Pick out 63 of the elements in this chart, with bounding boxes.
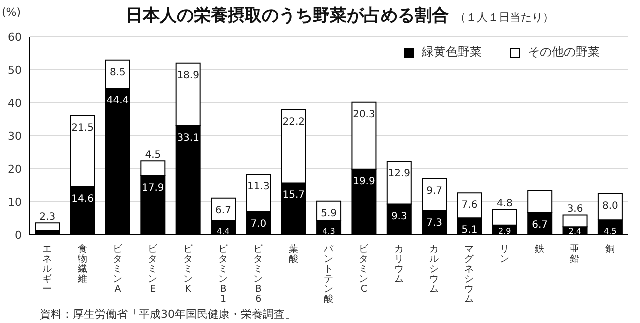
y-tick-label: 10 <box>8 196 22 209</box>
data-label: 7.6 <box>462 200 478 212</box>
x-tick-label: リン <box>500 244 510 265</box>
chart-subtitle: （１人１日当たり） <box>455 11 554 24</box>
x-tick-label: 葉酸 <box>288 243 299 265</box>
x-tick-label: ビタミンE <box>148 244 160 295</box>
data-label: 6.7 <box>216 205 232 216</box>
data-label: 8.5 <box>110 67 126 78</box>
data-label: 12.9 <box>388 168 411 180</box>
x-tick-label: ビタミンB1 <box>218 244 230 305</box>
data-label: 2.4 <box>568 227 582 236</box>
data-label: 22.2 <box>282 116 305 128</box>
data-label: 5.9 <box>321 208 337 220</box>
x-tick-label: 鉄 <box>535 243 546 255</box>
data-label: 17.9 <box>142 182 164 194</box>
x-tick-label: パントテン酸 <box>323 244 335 305</box>
x-tick-label: ビタミンB6 <box>254 244 265 305</box>
data-label: 4.3 <box>322 227 336 236</box>
data-label: 7.3 <box>426 218 443 229</box>
y-tick-label: 60 <box>8 30 22 44</box>
chart-title: 日本人の栄養摂取のうち野菜が占める割合 <box>126 6 449 26</box>
data-label: 19.9 <box>353 176 376 188</box>
data-label: 4.5 <box>145 150 162 162</box>
data-label: 2.3 <box>40 212 56 224</box>
y-axis-title: (%) <box>2 6 22 19</box>
data-label: 21.5 <box>72 122 94 134</box>
data-label: 9.7 <box>426 186 443 197</box>
data-label: 44.4 <box>106 95 130 106</box>
x-tick-label: エネルギー <box>42 244 53 295</box>
data-label: 14.6 <box>72 194 94 205</box>
data-label: 6.7 <box>532 220 548 231</box>
y-tick-label: 0 <box>15 228 22 242</box>
data-label: 18.9 <box>177 70 200 82</box>
data-label: 3.6 <box>567 204 584 216</box>
data-label: 9.3 <box>391 211 408 222</box>
data-label: 33.1 <box>177 132 200 144</box>
x-tick-label: 銅 <box>605 244 616 255</box>
y-tick-label: 20 <box>8 162 22 176</box>
data-label: 5.1 <box>462 225 478 236</box>
data-label: 11.3 <box>248 182 270 193</box>
y-tick-label: 30 <box>8 130 22 143</box>
y-tick-label: 50 <box>8 64 22 77</box>
legend-label: その他の野菜 <box>527 44 600 61</box>
bar <box>35 222 60 232</box>
data-label: 20.3 <box>353 109 376 120</box>
x-tick-label: ビタミンC <box>359 244 370 295</box>
data-label: 15.7 <box>282 190 305 202</box>
y-tick-label: 40 <box>8 96 22 110</box>
x-tick-label: 食物繊維 <box>76 243 88 285</box>
x-tick-label: カリウム <box>394 244 404 285</box>
x-tick-label: ビタミンK <box>183 244 194 295</box>
legend-label: 緑黄色野菜 <box>421 44 482 61</box>
x-tick-label: カルシウム <box>430 244 440 295</box>
text: 資料：厚生労働省「平成30年国民健康・栄養調査」 <box>40 307 296 322</box>
x-tick-label: マグネシウム <box>464 244 476 305</box>
x-tick-label: 亜鉛 <box>570 244 580 265</box>
data-label: 8.0 <box>602 200 618 212</box>
x-tick-label: ビタミンA <box>112 244 124 295</box>
data-label: 4.5 <box>604 227 617 236</box>
data-label: 7.0 <box>250 218 267 230</box>
data-label: 4.8 <box>496 198 513 210</box>
data-label: 2.9 <box>498 227 512 236</box>
data-label: 4.4 <box>217 227 230 236</box>
